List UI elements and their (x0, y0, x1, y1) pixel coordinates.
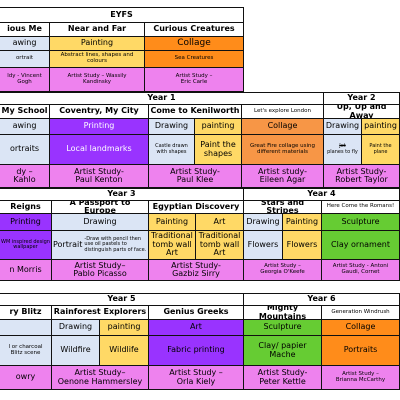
eyfs-topic-2: Near and Far (50, 23, 145, 37)
y1-row1-c: Drawing (149, 119, 195, 135)
y4-topic-1: Stars and Stripes (244, 201, 322, 214)
y1-row2-e: Great Fire collage using different mater… (242, 135, 324, 165)
y6-row1-a: Sculpture (244, 320, 322, 336)
y1-row1-a: awing (0, 119, 50, 135)
y1-topic-1: My School (0, 105, 50, 119)
eyfs-row1-b: Painting (50, 37, 145, 51)
eyfs-row3-a: ldy - Vincent Gogh (0, 68, 50, 92)
y3-portrait-desc: -Draw with pencil then use oil pastels t… (84, 236, 147, 253)
year3-header: Year 3 (0, 188, 244, 201)
y4-row1-b: Painting (283, 214, 322, 231)
y3-topic-3: Egyptian Discovery (149, 201, 244, 214)
eyfs-row2-a: ortrait (0, 51, 50, 68)
y6-row3-a: Artist Study- Peter Kettle (244, 366, 322, 390)
eyfs-row3-c: Artist Study – Eric Carle (145, 68, 244, 92)
y5-row1-a (0, 320, 52, 336)
y3-row3-a: n Morris (0, 260, 52, 281)
y1-row3-c: Artist Study- Paul Klee (149, 165, 242, 188)
eyfs-header: EYFS (0, 7, 244, 23)
y6-topic-2: Generation Windrush (322, 306, 400, 320)
eyfs-row1-c: Collage (145, 37, 244, 51)
y1-row2-d: Paint the shapes (195, 135, 242, 165)
y1-row1-e: Collage (242, 119, 324, 135)
eyfs-topic-3: Curious Creatures (145, 23, 244, 37)
y1-topic-2: Coventry, My City (50, 105, 149, 119)
y1-row3-b: Artist Study- Paul Kenton (50, 165, 149, 188)
y3-row3-b: Artist Study– Pablo Picasso (52, 260, 149, 281)
y2-row2-a: Jet planes to fly (324, 135, 362, 165)
y3-row3-c: Artist Study- Gazbiz Sirry (149, 260, 244, 281)
y6-row1-b: Collage (322, 320, 400, 336)
y4-row1-c: Sculpture (322, 214, 400, 231)
y5-row3-c: Artist Study – Orla Kiely (149, 366, 244, 390)
eyfs-row3-b: Artist Study – Wassily Kandinsky (50, 68, 145, 92)
y5-row3-b: Artist Study– Oenone Hammersley (52, 366, 149, 390)
eyfs-row2-c: Sea Creatures (145, 51, 244, 68)
y2-topic: Up, Up and Away (324, 105, 400, 119)
y3-topic-1: Reigns (0, 201, 52, 214)
y3-topic-2: A Passport to Europe (52, 201, 149, 214)
y3-row1-c: Painting (149, 214, 196, 231)
y4-row2-c: Clay ornament (322, 231, 400, 260)
y4-row3-a: Artist Study – Georgia O'Keefe (244, 260, 322, 281)
y1-row1-b: Printing (50, 119, 149, 135)
y3-row1-d: Art (196, 214, 244, 231)
y6-row2-a: Clay/ papier Mache (244, 336, 322, 366)
y5-row2-a: l or charcoal Blitz scene (0, 336, 52, 366)
y5-topic-1: ry Blitz (0, 306, 52, 320)
year5-header: Year 5 (0, 293, 244, 306)
y1-row3-a: dy – Kahlo (0, 165, 50, 188)
y5-row2-c: Wildlife (100, 336, 149, 366)
y1-row2-c: Castle drawn with shapes (149, 135, 195, 165)
eyfs-row1-a: awing (0, 37, 50, 51)
y5-topic-2: Rainforest Explorers (52, 306, 149, 320)
y5-row1-c: painting (100, 320, 149, 336)
y4-row1-a: Drawing (244, 214, 283, 231)
y1-row2-a: ortraits (0, 135, 50, 165)
y2-row2-text: planes to fly (327, 148, 358, 155)
y5-topic-3: Genius Greeks (149, 306, 244, 320)
y2-row3: Artist Study- Robert Taylor (324, 165, 400, 188)
y2-row1-b: painting (362, 119, 400, 135)
eyfs-topic-1: ious Me (0, 23, 50, 37)
y6-topic-1: Mighty Mountains (244, 306, 322, 320)
year1-header: Year 1 (0, 92, 324, 105)
y4-row3-b: Artist Study - Antoni Gaudi, Cornet (322, 260, 400, 281)
y2-row2-b: Paint the plane (362, 135, 400, 165)
y1-row3-d: Artist study- Eileen Agar (242, 165, 324, 188)
y3-row2-a: WM inspired design wallpaper (0, 231, 52, 260)
y4-row2-b: Flowers (283, 231, 322, 260)
y3-portrait-label: Portrait (53, 239, 83, 249)
eyfs-row2-b: Abstract lines, shapes and colours (50, 51, 145, 68)
y1-row1-d: painting (195, 119, 242, 135)
y5-row2-b: Wildfire (52, 336, 100, 366)
y5-row1-d: Art (149, 320, 244, 336)
y5-row1-b: Drawing (52, 320, 100, 336)
y6-row3-b: Artist Study – Brianna McCarthy (322, 366, 400, 390)
y3-row2-c: Traditional tomb wall Art (149, 231, 196, 260)
y3-row2-b: Portrait -Draw with pencil then use oil … (52, 231, 149, 260)
y1-row2-b: Local landmarks (50, 135, 149, 165)
y5-row2-d: Fabric printing (149, 336, 244, 366)
y2-row1-a: Drawing (324, 119, 362, 135)
y4-row2-a: Flowers (244, 231, 283, 260)
y2-row2-struck-word: Jet (339, 143, 346, 150)
y5-row3-a: owry (0, 366, 52, 390)
y4-topic-2: Here Come the Romans! (322, 201, 400, 214)
y3-row2-d: Traditional tomb wall Art (196, 231, 244, 260)
year2-header: Year 2 (324, 92, 400, 105)
y6-row2-b: Portraits (322, 336, 400, 366)
y3-row1-b: Drawing (52, 214, 149, 231)
y1-topic-4: Let's explore London (242, 105, 324, 119)
y3-row1-a: Printing (0, 214, 52, 231)
year4-header: Year 4 (244, 188, 400, 201)
y1-topic-3: Come to Kenilworth (149, 105, 242, 119)
year6-header: Year 6 (244, 293, 400, 306)
